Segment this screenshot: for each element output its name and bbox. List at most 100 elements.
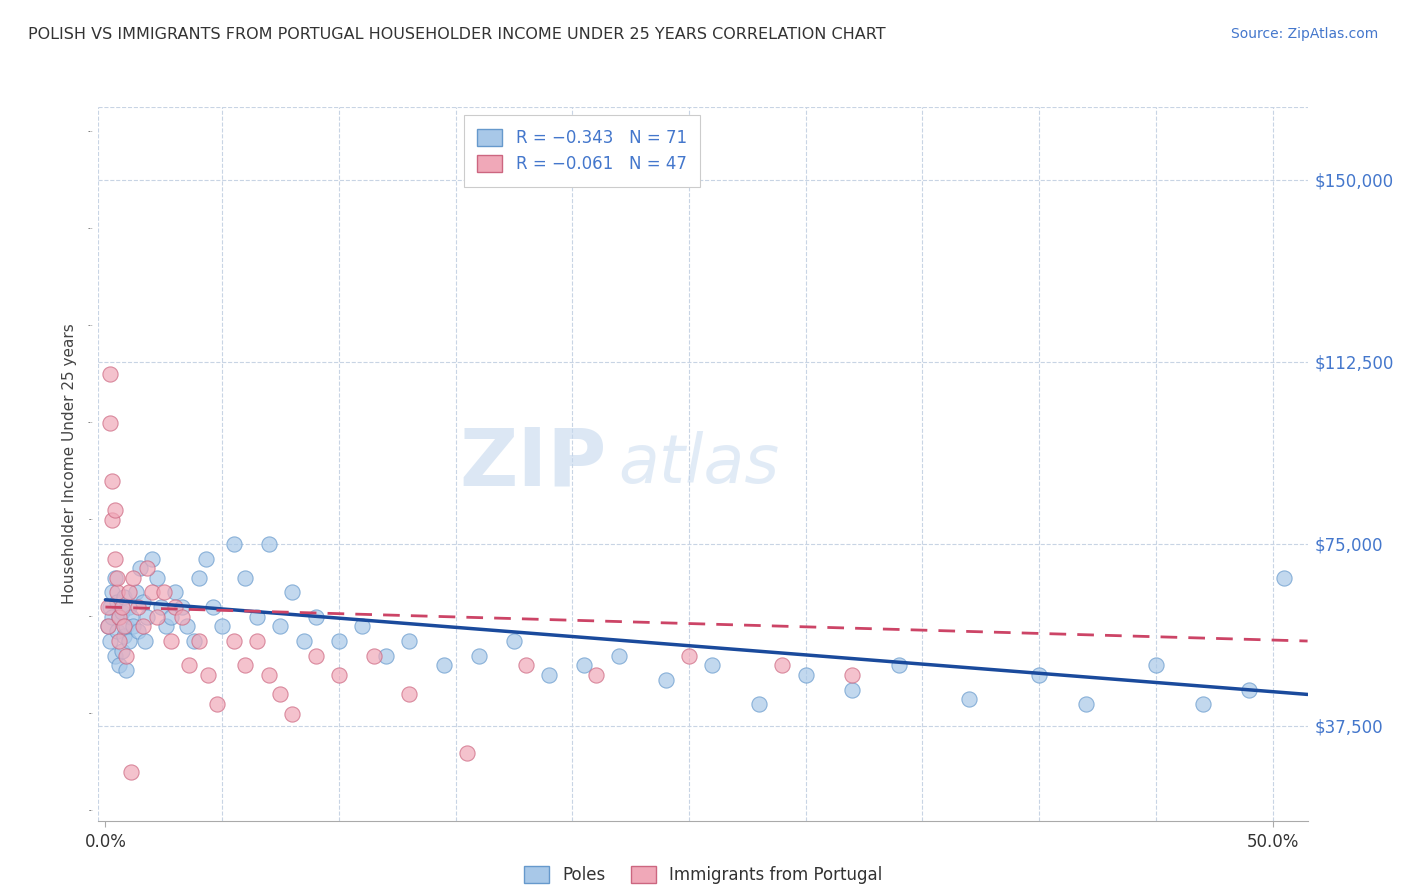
Point [363, 648, 385, 663]
Point [172, 600, 194, 615]
Point [702, 658, 724, 673]
Point [146, 609, 169, 624]
Point [120, 609, 142, 624]
Point [187, 571, 209, 585]
Point [105, 571, 128, 585]
Point [281, 706, 304, 721]
Point [159, 634, 181, 648]
Point [112, 629, 135, 643]
Point [98, 416, 121, 430]
Point [433, 658, 456, 673]
Point [257, 537, 280, 551]
Point [115, 663, 138, 677]
Point [456, 746, 478, 760]
Point [104, 503, 127, 517]
Point [101, 513, 124, 527]
Point [607, 648, 630, 663]
Point [176, 619, 198, 633]
Point [1028, 668, 1050, 682]
Point [678, 648, 700, 663]
Point [211, 619, 233, 633]
Point [127, 624, 149, 639]
Point [887, 658, 910, 673]
Point [101, 474, 124, 488]
Legend: Poles, Immigrants from Portugal: Poles, Immigrants from Portugal [517, 859, 889, 891]
Point [98, 367, 121, 381]
Point [172, 609, 194, 624]
Point [1272, 571, 1295, 585]
Point [136, 609, 159, 624]
Point [398, 634, 420, 648]
Point [108, 658, 131, 673]
Point [105, 595, 128, 609]
Point [398, 688, 420, 702]
Point [201, 600, 224, 615]
Point [134, 634, 156, 648]
Point [222, 634, 245, 648]
Point [112, 619, 135, 633]
Point [97, 619, 120, 633]
Point [141, 551, 163, 566]
Point [328, 634, 350, 648]
Point [352, 619, 374, 633]
Point [118, 585, 141, 599]
Point [112, 591, 135, 605]
Point [101, 585, 124, 599]
Point [108, 634, 131, 648]
Point [115, 619, 138, 633]
Point [136, 561, 159, 575]
Point [328, 668, 350, 682]
Point [115, 648, 138, 663]
Point [165, 585, 187, 599]
Point [957, 692, 980, 706]
Point [235, 571, 257, 585]
Point [1144, 658, 1167, 673]
Point [179, 658, 201, 673]
Point [770, 658, 793, 673]
Point [111, 644, 134, 658]
Point [246, 609, 269, 624]
Point [125, 585, 148, 599]
Text: Source: ZipAtlas.com: Source: ZipAtlas.com [1230, 27, 1378, 41]
Point [281, 585, 304, 599]
Point [235, 658, 257, 673]
Point [97, 600, 120, 615]
Point [654, 673, 676, 687]
Text: atlas: atlas [619, 431, 779, 497]
Point [141, 585, 163, 599]
Point [374, 648, 396, 663]
Point [97, 619, 120, 633]
Point [841, 668, 863, 682]
Point [269, 619, 291, 633]
Point [537, 668, 560, 682]
Point [159, 609, 181, 624]
Text: POLISH VS IMMIGRANTS FROM PORTUGAL HOUSEHOLDER INCOME UNDER 25 YEARS CORRELATION: POLISH VS IMMIGRANTS FROM PORTUGAL HOUSE… [28, 27, 886, 42]
Point [118, 634, 141, 648]
Point [1237, 682, 1260, 697]
Point [105, 624, 128, 639]
Point [183, 634, 205, 648]
Point [572, 658, 595, 673]
Point [304, 609, 326, 624]
Point [118, 600, 141, 615]
Point [152, 585, 174, 599]
Point [1191, 697, 1213, 711]
Point [155, 619, 177, 633]
Point [104, 648, 127, 663]
Point [127, 600, 149, 615]
Point [187, 634, 209, 648]
Point [108, 609, 131, 624]
Point [165, 600, 187, 615]
Point [585, 668, 607, 682]
Point [197, 668, 219, 682]
Point [257, 668, 280, 682]
Point [748, 697, 770, 711]
Point [150, 600, 173, 615]
Point [222, 537, 245, 551]
Y-axis label: Householder Income Under 25 years: Householder Income Under 25 years [62, 324, 77, 604]
Point [104, 571, 127, 585]
Point [98, 634, 121, 648]
Point [246, 634, 269, 648]
Point [468, 648, 491, 663]
Point [207, 697, 229, 711]
